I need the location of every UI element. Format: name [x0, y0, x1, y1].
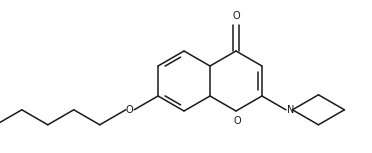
Text: N: N	[287, 105, 295, 115]
Text: O: O	[232, 11, 240, 21]
Text: O: O	[234, 116, 241, 126]
Text: O: O	[125, 105, 133, 115]
